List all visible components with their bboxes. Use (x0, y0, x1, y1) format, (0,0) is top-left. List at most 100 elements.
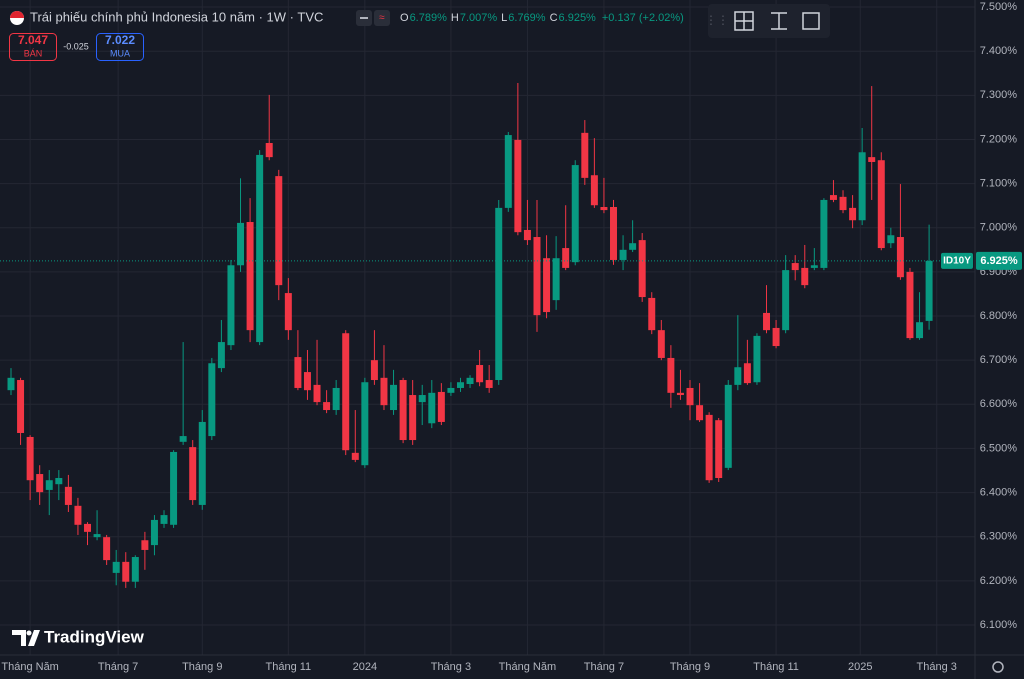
x-tick-label: Tháng 7 (98, 661, 138, 673)
candle-body (514, 139, 522, 233)
x-tick-label: Tháng Năm (1, 661, 58, 673)
legend-key: L (501, 12, 507, 24)
legend-key: O (400, 12, 409, 24)
candle-body (103, 537, 111, 561)
candle-body (217, 342, 225, 369)
candle-body (916, 322, 924, 339)
y-tick-label: 6.800% (980, 310, 1018, 322)
tool-icon[interactable] (802, 12, 820, 30)
candle-body (791, 263, 799, 271)
candle-body (380, 377, 388, 406)
candle-body (801, 267, 809, 286)
x-tick-label: 2024 (353, 661, 377, 673)
icon: ≈ (379, 13, 385, 24)
candle-body (332, 387, 340, 411)
settings-icon[interactable] (992, 661, 1004, 673)
legend-value: 6.769% (508, 12, 546, 24)
candle-body (829, 195, 837, 200)
candle-body (504, 135, 512, 208)
candle-body (189, 447, 197, 501)
candle-body (925, 260, 933, 321)
candle-body (428, 392, 436, 424)
drag-handle: ⋮⋮ (705, 13, 729, 27)
candle-body (590, 175, 598, 206)
legend-key: H (451, 12, 459, 24)
candle-body (724, 384, 732, 468)
candle-body (466, 377, 474, 384)
candle-body (437, 391, 445, 422)
symbol-badge (941, 252, 973, 269)
candle-body (390, 384, 398, 411)
x-tick-label: Tháng 9 (670, 661, 710, 673)
legend-key: C (550, 12, 558, 24)
candle-body (447, 387, 455, 393)
candle-body (600, 207, 608, 211)
candle-body (571, 165, 579, 263)
candle-body (45, 480, 53, 490)
candle-body (26, 436, 34, 481)
candle-body (55, 478, 63, 485)
candle-body (131, 557, 139, 582)
candle-body (523, 229, 531, 241)
candle-body (629, 243, 637, 250)
x-tick-label: Tháng Năm (499, 661, 556, 673)
candle-body (782, 270, 790, 331)
candle-body (313, 384, 321, 403)
candle-body (342, 333, 350, 451)
price-badge (976, 251, 1022, 270)
candle-body (495, 207, 503, 381)
candle-body (849, 207, 857, 221)
candle-body (351, 452, 359, 460)
y-tick-label: 7.200% (980, 133, 1018, 145)
candle-body (839, 196, 847, 211)
candle-body (610, 207, 617, 260)
candle-body (906, 271, 914, 339)
candles (7, 82, 933, 588)
candle-body (887, 235, 895, 244)
candle-body (581, 132, 589, 178)
candle-body (112, 561, 120, 573)
icon (360, 17, 368, 19)
candle-body (284, 293, 292, 331)
y-tick-label: 7.000% (980, 222, 1018, 234)
candle-body (64, 486, 72, 505)
brand-logo (12, 630, 40, 646)
legend-value: 7.007% (460, 12, 498, 24)
candle-body (361, 382, 369, 466)
y-tick-label: 7.500% (980, 1, 1018, 13)
buy-label: MUA (110, 48, 130, 58)
candle-body (648, 297, 656, 331)
y-tick-label: 7.300% (980, 89, 1018, 101)
candle-body (294, 357, 302, 388)
button[interactable] (374, 10, 390, 26)
buy-button[interactable] (96, 33, 144, 61)
candle-body (370, 360, 378, 381)
candle-body (657, 330, 665, 358)
candle-body (150, 519, 158, 546)
candle-body (896, 237, 904, 278)
x-tick-label: 2025 (848, 661, 872, 673)
candle-body (543, 258, 551, 313)
candle-body (877, 160, 885, 249)
sell-price: 7.047 (18, 33, 48, 47)
candle-body (562, 248, 570, 268)
candle-body (275, 176, 283, 286)
candle-body (237, 222, 245, 266)
candle-body (763, 312, 771, 331)
candle-body (772, 327, 780, 347)
chart-title: Trái phiếu chính phủ Indonesia 10 năm · … (30, 9, 323, 24)
candle-body (734, 367, 742, 385)
candle-body (74, 505, 82, 525)
candle-body (170, 451, 178, 525)
candle-body (36, 474, 44, 493)
sell-button[interactable] (9, 33, 57, 61)
candle-body (303, 372, 311, 391)
candle-body (399, 380, 407, 441)
x-tick-label: Tháng 3 (917, 661, 957, 673)
candle-body (7, 377, 15, 391)
candle-body (208, 363, 216, 437)
candle-body (686, 387, 694, 406)
y-tick-label: 6.500% (980, 442, 1018, 454)
